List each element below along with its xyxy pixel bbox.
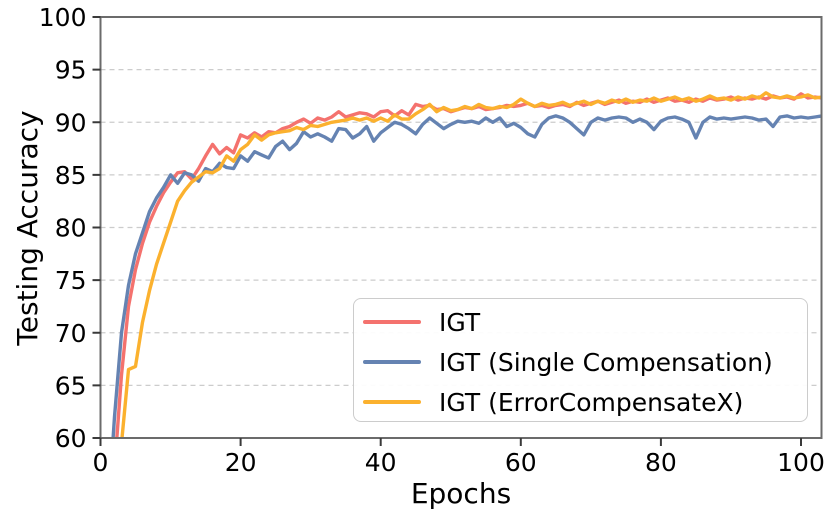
x-tick-label-40: 40 [365, 448, 397, 477]
legend-label-igt: IGT [439, 307, 481, 337]
x-tick-label-100: 100 [777, 448, 825, 477]
y-tick-label-70: 70 [55, 319, 87, 348]
y-tick-label-85: 85 [55, 161, 87, 190]
series-line-igt-single-compensation [111, 114, 822, 438]
y-tick-label-65: 65 [55, 371, 87, 400]
y-tick-label-100: 100 [39, 3, 87, 32]
legend-label-igt-errorcompensatex: IGT (ErrorCompensateX) [439, 387, 744, 417]
legend-item-igt-errorcompensatex: IGT (ErrorCompensateX) [363, 382, 807, 422]
x-tick-label-80: 80 [645, 448, 677, 477]
legend: IGT IGT (Single Compensation) IGT (ErrorCo… [353, 298, 808, 422]
legend-item-igt-single-compensation: IGT (Single Compensation) [363, 342, 807, 382]
legend-item-igt: IGT [363, 302, 807, 342]
y-tick-label-80: 80 [55, 214, 87, 243]
y-tick-label-90: 90 [55, 108, 87, 137]
x-tick-label-0: 0 [93, 448, 109, 477]
legend-swatch-igt [363, 319, 421, 325]
y-tick-label-60: 60 [55, 424, 87, 453]
legend-label-igt-single-compensation: IGT (Single Compensation) [439, 347, 773, 377]
y-tick-label-95: 95 [55, 56, 87, 85]
legend-swatch-igt-errorcompensatex [363, 399, 421, 405]
x-tick-label-20: 20 [225, 448, 257, 477]
legend-swatch-igt-single-compensation [363, 359, 421, 365]
y-axis-label: Testing Accuracy [11, 110, 44, 346]
x-tick-label-60: 60 [505, 448, 537, 477]
series-line-igt-errorcompensatex [120, 91, 822, 438]
x-axis-label: Epochs [410, 477, 512, 510]
y-tick-label-75: 75 [55, 266, 87, 295]
